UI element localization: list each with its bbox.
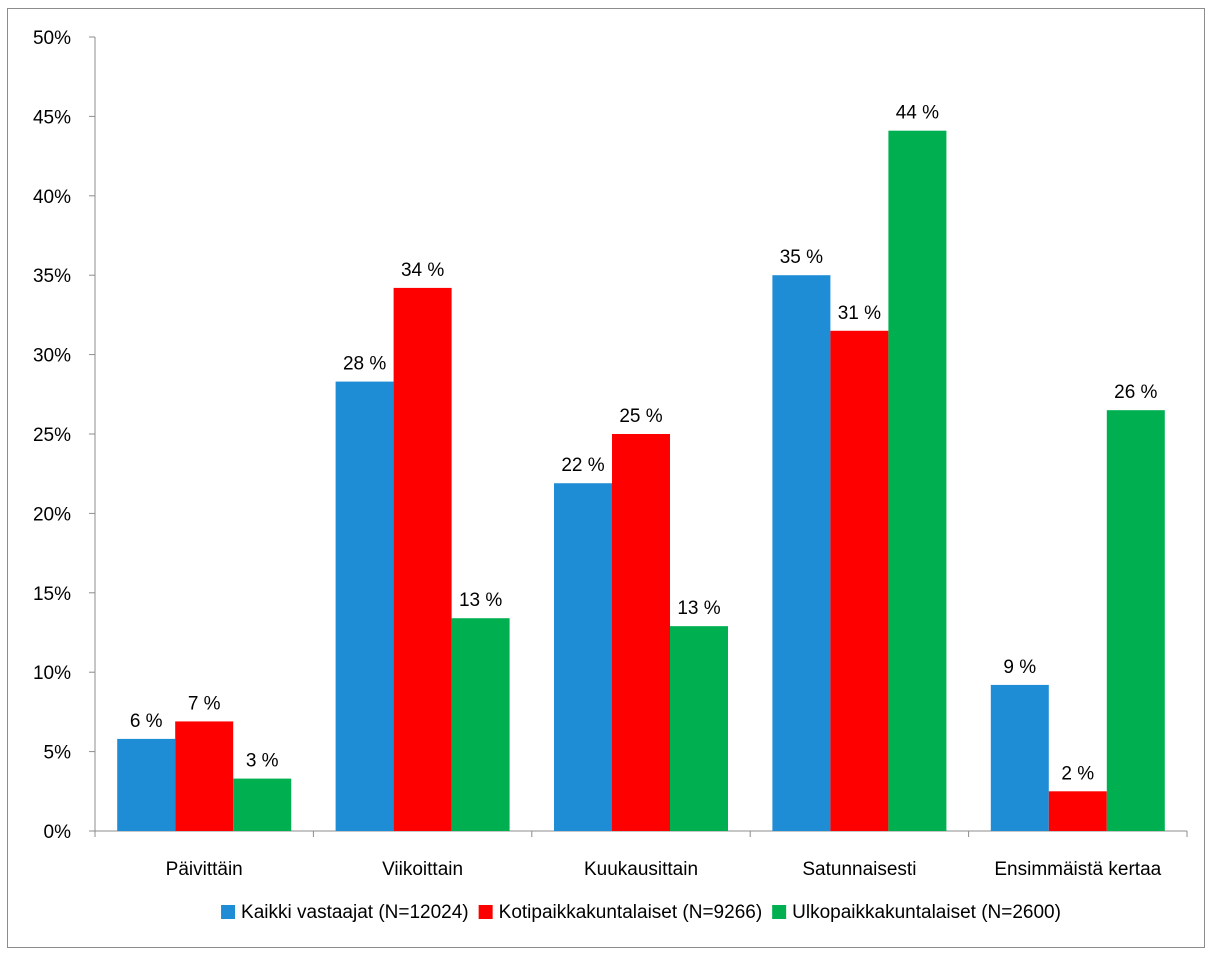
y-axis: 0% 5% 10% 15% 20% 25% 30% 35% 40% 45% 50% [33,28,96,843]
legend-item: Kaikki vastaajat (N=12024) [221,902,469,923]
y-tick-label: 10% [33,663,71,684]
bars [117,130,1165,831]
data-label: 22 % [561,455,604,476]
y-tick-label: 30% [33,346,71,367]
bar [117,738,176,831]
bar [451,618,510,831]
data-label: 2 % [1061,763,1094,784]
data-label: 28 % [343,354,386,375]
legend-item: Ulkopaikkakuntalaiset (N=2600) [772,902,1061,923]
bar [233,778,292,831]
legend-label: Ulkopaikkakuntalaiset (N=2600) [792,902,1061,923]
legend: Kaikki vastaajat (N=12024) Kotipaikkakunt… [221,902,1061,923]
bar [335,381,394,831]
legend-swatch [221,905,236,919]
x-tick-label: Päivittäin [166,859,243,880]
bar [393,287,452,831]
y-tick-label: 25% [33,425,71,446]
y-tick-label: 35% [33,266,71,287]
y-tick-label: 5% [44,743,72,764]
x-tick-label: Kuukausittain [584,859,698,880]
bar [175,721,234,831]
data-label: 6 % [130,711,163,732]
x-axis: Päivittäin Viikoittain Kuukausittain Satunn… [94,830,1188,880]
bar [888,130,947,831]
y-tick-label: 45% [33,107,71,128]
bar [1106,410,1165,831]
bar [612,434,670,831]
y-tick-label: 40% [33,187,71,208]
data-label: 31 % [838,303,881,324]
data-label: 26 % [1114,382,1157,403]
data-label: 44 % [896,103,939,124]
legend-label: Kaikki vastaajat (N=12024) [241,902,469,923]
data-label: 9 % [1003,657,1036,678]
data-label: 25 % [619,406,662,427]
legend-swatch [772,905,787,919]
y-tick-label: 0% [44,822,72,843]
data-label: 7 % [188,693,221,714]
bar [554,483,612,831]
y-tick-label: 20% [33,504,71,525]
x-tick-label: Ensimmäistä kertaa [994,859,1161,880]
bar [772,275,831,831]
data-label: 13 % [677,598,720,619]
bar [990,684,1049,831]
data-label: 34 % [401,260,444,281]
legend-swatch [478,905,493,919]
bar [670,626,728,831]
x-tick-label: Viikoittain [382,859,463,880]
data-label: 35 % [780,247,823,268]
data-label: 13 % [459,590,502,611]
data-label: 3 % [246,751,279,772]
data-labels: 6 % 7 % 3 % 28 % 34 % 13 % 22 % 25 % 13 % 35 % 31 … [130,103,1158,785]
y-tick-label: 15% [33,584,71,605]
bar [1048,791,1107,831]
legend-label: Kotipaikkakuntalaiset (N=9266) [499,902,763,923]
bar [830,330,889,831]
legend-item: Kotipaikkakuntalaiset (N=9266) [478,902,763,923]
x-tick-label: Satunnaisesti [802,859,916,880]
y-tick-label: 50% [33,28,71,49]
